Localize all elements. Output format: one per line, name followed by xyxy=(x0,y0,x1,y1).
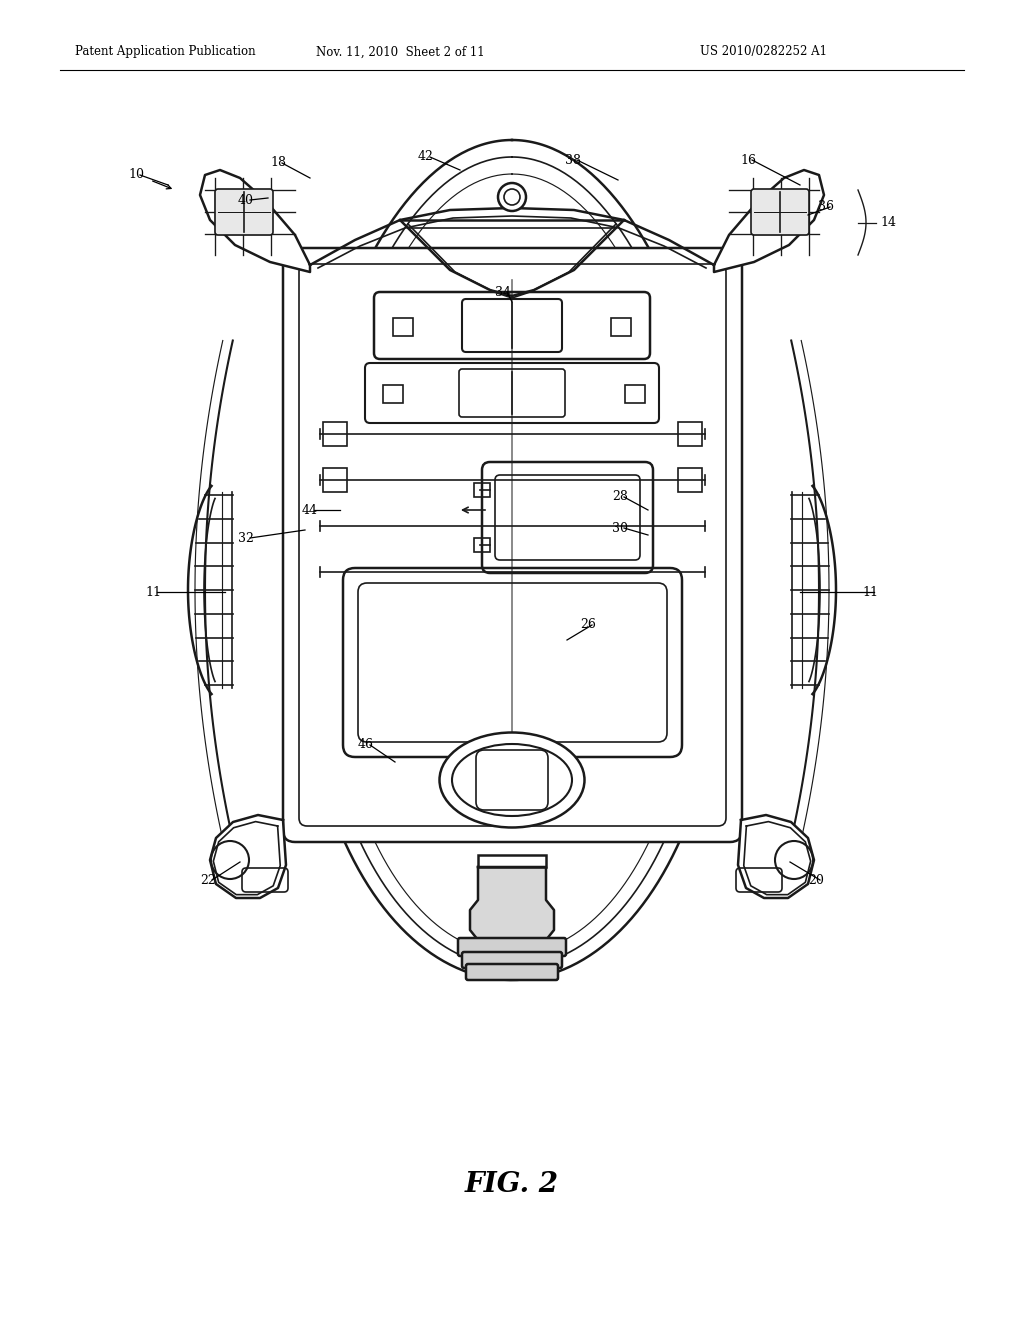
Polygon shape xyxy=(200,170,310,272)
Text: 38: 38 xyxy=(565,153,581,166)
Text: Patent Application Publication: Patent Application Publication xyxy=(75,45,256,58)
Text: 18: 18 xyxy=(270,157,286,169)
Text: FIG. 2: FIG. 2 xyxy=(465,1172,559,1199)
Polygon shape xyxy=(478,855,546,867)
Text: 44: 44 xyxy=(302,503,318,516)
Text: 32: 32 xyxy=(238,532,254,544)
FancyBboxPatch shape xyxy=(458,939,566,956)
Polygon shape xyxy=(210,814,286,898)
Bar xyxy=(474,483,490,498)
Text: 42: 42 xyxy=(418,150,434,164)
Text: 14: 14 xyxy=(880,215,896,228)
FancyBboxPatch shape xyxy=(215,189,273,235)
Bar xyxy=(625,385,645,403)
Bar xyxy=(323,422,347,446)
Ellipse shape xyxy=(439,733,585,828)
Text: 16: 16 xyxy=(740,153,756,166)
Bar xyxy=(474,539,490,552)
Text: 11: 11 xyxy=(145,586,161,598)
Bar xyxy=(323,469,347,492)
Text: 40: 40 xyxy=(238,194,254,206)
Text: 11: 11 xyxy=(862,586,878,598)
Text: 26: 26 xyxy=(580,619,596,631)
Circle shape xyxy=(498,183,526,211)
Polygon shape xyxy=(470,867,554,940)
Polygon shape xyxy=(738,814,814,898)
FancyBboxPatch shape xyxy=(751,189,809,235)
Text: Nov. 11, 2010  Sheet 2 of 11: Nov. 11, 2010 Sheet 2 of 11 xyxy=(315,45,484,58)
Bar xyxy=(611,318,631,337)
Bar xyxy=(678,469,702,492)
Text: 22: 22 xyxy=(200,874,216,887)
Text: 34: 34 xyxy=(495,285,511,298)
Bar xyxy=(393,318,413,337)
FancyBboxPatch shape xyxy=(466,964,558,979)
FancyBboxPatch shape xyxy=(462,952,562,968)
Text: 20: 20 xyxy=(808,874,824,887)
Text: US 2010/0282252 A1: US 2010/0282252 A1 xyxy=(700,45,827,58)
FancyBboxPatch shape xyxy=(478,855,546,867)
Text: 36: 36 xyxy=(818,201,834,214)
Bar xyxy=(383,385,403,403)
Text: 30: 30 xyxy=(612,521,628,535)
Text: 46: 46 xyxy=(358,738,374,751)
Polygon shape xyxy=(714,170,824,272)
FancyBboxPatch shape xyxy=(283,248,742,842)
Bar xyxy=(678,422,702,446)
Text: 10: 10 xyxy=(128,169,144,181)
Text: 28: 28 xyxy=(612,491,628,503)
